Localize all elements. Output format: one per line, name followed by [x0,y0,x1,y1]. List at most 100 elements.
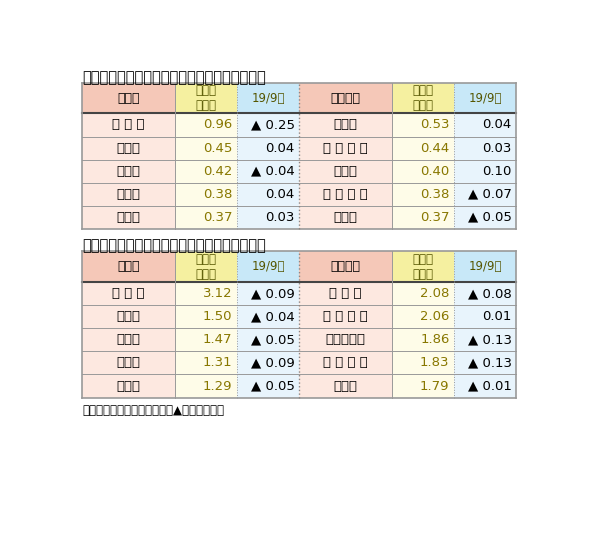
Text: 地銀・第二地銀で総資金利ザヤが厚い上位５行: 地銀・第二地銀で総資金利ザヤが厚い上位５行 [82,70,266,85]
Text: 総資金
利ザヤ: 総資金 利ザヤ [413,84,434,112]
Text: 沖　縄: 沖 縄 [117,334,140,346]
Text: 東京スター: 東京スター [326,334,365,346]
Bar [82,206,175,229]
Bar [299,282,392,305]
Bar [237,375,299,398]
Text: ▲ 0.05: ▲ 0.05 [468,211,511,224]
Text: 西　京: 西 京 [334,119,358,131]
Bar [392,252,454,282]
Text: 19/9比: 19/9比 [252,91,285,105]
Bar [82,160,175,183]
Bar [82,83,175,114]
Bar [237,206,299,229]
Bar [454,305,516,329]
Text: 東　北: 東 北 [117,356,140,370]
Text: 0.42: 0.42 [203,165,232,178]
Text: 1.47: 1.47 [203,334,232,346]
Text: 香　川: 香 川 [334,165,358,178]
Bar [175,329,237,351]
Bar [454,329,516,351]
Bar [299,351,392,375]
Text: 貸出金
利回り: 貸出金 利回り [196,253,216,281]
Bar [299,136,392,160]
Bar [454,160,516,183]
Bar [237,114,299,136]
Bar [299,206,392,229]
Text: ▲ 0.08: ▲ 0.08 [468,287,511,300]
Bar [237,282,299,305]
Bar [454,351,516,375]
Bar [299,305,392,329]
Text: 総資金
利ザヤ: 総資金 利ザヤ [196,84,216,112]
Bar [237,351,299,375]
Bar [82,351,175,375]
Text: 19/9比: 19/9比 [252,260,285,273]
Text: 第二地銀: 第二地銀 [331,91,361,105]
Bar [454,83,516,114]
Bar [175,206,237,229]
Bar [237,329,299,351]
Text: 貸出金
利回り: 貸出金 利回り [413,253,434,281]
Text: 0.01: 0.01 [482,310,511,323]
Bar [175,83,237,114]
Text: ▲ 0.04: ▲ 0.04 [250,310,294,323]
Bar [392,329,454,351]
Bar [454,114,516,136]
Bar [392,114,454,136]
Bar [454,282,516,305]
Bar [392,183,454,206]
Bar [392,282,454,305]
Bar [175,351,237,375]
Text: 2.08: 2.08 [420,287,449,300]
Text: ▲ 0.25: ▲ 0.25 [250,119,294,131]
Bar [175,160,237,183]
Text: 1.83: 1.83 [420,356,449,370]
Text: 沖 縄 海 邦: 沖 縄 海 邦 [323,356,368,370]
Bar [175,136,237,160]
Bar [299,252,392,282]
Bar [175,282,237,305]
Bar [237,305,299,329]
Text: ▲ 0.01: ▲ 0.01 [468,379,511,393]
Text: ▲ 0.05: ▲ 0.05 [250,379,294,393]
Text: 1.79: 1.79 [420,379,449,393]
Text: 1.86: 1.86 [420,334,449,346]
Text: ▲ 0.09: ▲ 0.09 [250,287,294,300]
Text: 南 日 本: 南 日 本 [330,287,362,300]
Bar [392,206,454,229]
Text: 0.53: 0.53 [420,119,449,131]
Text: 0.03: 0.03 [482,142,511,155]
Text: 徳 島 大 正: 徳 島 大 正 [323,188,368,201]
Bar [299,329,392,351]
Bar [237,83,299,114]
Bar [392,160,454,183]
Bar [454,375,516,398]
Text: 地銀・第二地銀で貸出金利回りが高い上位５行: 地銀・第二地銀で貸出金利回りが高い上位５行 [82,238,266,253]
Text: 0.10: 0.10 [482,165,511,178]
Text: 0.38: 0.38 [203,188,232,201]
Bar [82,375,175,398]
Bar [454,252,516,282]
Text: 0.38: 0.38 [420,188,449,201]
Bar [82,329,175,351]
Text: 福　岡: 福 岡 [117,165,140,178]
Bar [237,252,299,282]
Bar [175,252,237,282]
Text: 0.40: 0.40 [420,165,449,178]
Text: 筑　邦: 筑 邦 [117,379,140,393]
Text: 19/9比: 19/9比 [468,91,502,105]
Text: 3.12: 3.12 [203,287,232,300]
Bar [175,114,237,136]
Bar [175,305,237,329]
Text: ▲ 0.05: ▲ 0.05 [250,334,294,346]
Bar [82,305,175,329]
Bar [299,160,392,183]
Bar [299,114,392,136]
Bar [454,183,516,206]
Text: 0.03: 0.03 [265,211,294,224]
Text: 0.04: 0.04 [265,188,294,201]
Text: 0.04: 0.04 [265,142,294,155]
Bar [454,136,516,160]
Text: 1.29: 1.29 [203,379,232,393]
Bar [392,83,454,114]
